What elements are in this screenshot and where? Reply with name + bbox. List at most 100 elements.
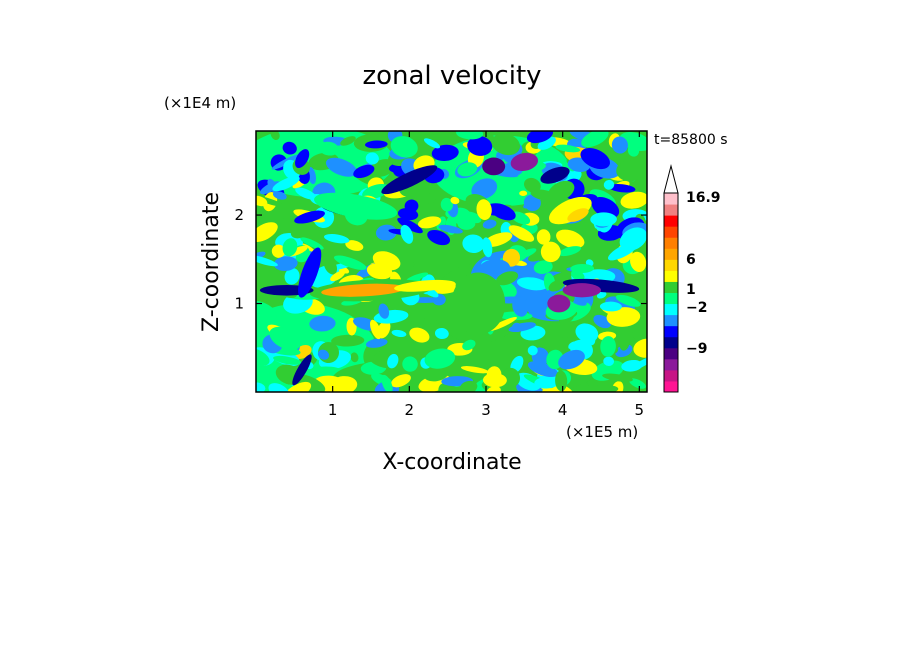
field-blob [282,141,297,155]
field-blob [516,248,537,259]
field-blob [272,191,287,200]
colorbar-segment [664,303,678,316]
field-blob [400,224,414,244]
field-blob [630,251,647,273]
field-blob [270,131,280,141]
field-blob [555,144,581,153]
field-feature [549,196,592,225]
colorbar-segment [664,358,678,371]
field-blob [391,329,407,337]
field-blob [467,136,493,156]
colorbar-label: 6 [686,252,696,268]
field-blob [375,224,397,241]
field-blob [523,194,541,212]
y-tick-label: 1 [234,295,244,313]
field-blob [290,225,309,239]
field-feature [451,272,506,335]
colorbar-segment [664,226,678,238]
field-feature [540,166,570,184]
field-blob [325,157,357,177]
field-blob [331,334,365,347]
colorbar-segment [664,215,678,227]
colorbar-extend-arrow [663,164,679,194]
x-tick-label: 2 [405,401,415,419]
field-blob [512,322,523,333]
field-blob [490,203,516,221]
field-blob [345,240,364,251]
field-blob [587,228,598,249]
field-blob [372,251,401,271]
field-blob [456,131,484,140]
field-blob [424,348,456,369]
field-blob [323,233,350,244]
field-blob [365,338,388,348]
colorbar-segment [664,259,678,271]
field-blob [268,293,281,304]
field-blob [423,138,441,149]
field-blob [307,167,317,185]
colorbar-segment [664,248,678,260]
field-blob [629,355,647,372]
field-blob [570,270,585,281]
colorbar: 16.9 6 1 −2 −9 [663,164,721,393]
colorbar-segment [664,336,678,349]
field-feature [394,279,456,292]
field-blob [333,255,367,270]
field-blob [256,310,272,321]
field-blob [319,141,339,156]
field-blob [580,148,610,170]
field-blob [488,317,517,332]
chart-title: zonal velocity [362,61,541,91]
field-blob [256,255,278,267]
field-blob [476,199,492,220]
field-blob [482,219,497,229]
field-blob [482,237,493,258]
y-tick-label: 2 [234,206,244,224]
colorbar-segment [664,237,678,249]
field-blob [599,301,622,312]
field-blob [600,336,616,357]
field-blob [256,382,266,392]
field-blob [402,356,418,372]
field-blob [603,179,615,190]
field-blob [295,187,317,200]
field-blob [524,177,541,193]
field-blob [608,183,636,193]
field-blob [272,176,300,192]
field-blob [548,279,565,292]
field-blob [378,303,390,319]
field-blob [627,144,640,157]
field-blob [534,376,560,389]
field-blob [502,248,521,267]
field-blob [460,366,489,374]
field-blob [427,230,451,246]
field-blob [583,385,619,392]
field-blob [340,136,356,146]
field-blob [438,224,463,234]
field-blob [615,294,641,307]
field-blob [282,238,298,257]
colorbar-segment [664,314,678,327]
time-label: t=85800 s [654,132,728,148]
field-blob [295,149,310,169]
field-feature [547,294,571,313]
field-blob [581,131,609,148]
plot-frame [255,130,648,393]
field-blob [555,370,568,392]
field-blob [602,373,633,382]
field-blob [405,272,429,282]
field-blob [390,374,411,388]
field-blob [629,378,646,389]
field-blob [596,291,607,299]
field-blob [390,136,418,158]
field-feature [381,165,438,195]
field-blob [511,211,531,225]
field-blob [417,216,442,229]
field-blob [256,195,268,207]
field-blob [311,366,341,373]
x-scale-note: (×1E5 m) [566,423,638,441]
colorbar-segment [664,292,678,305]
field-blob [533,260,553,274]
field-blob [590,212,617,227]
